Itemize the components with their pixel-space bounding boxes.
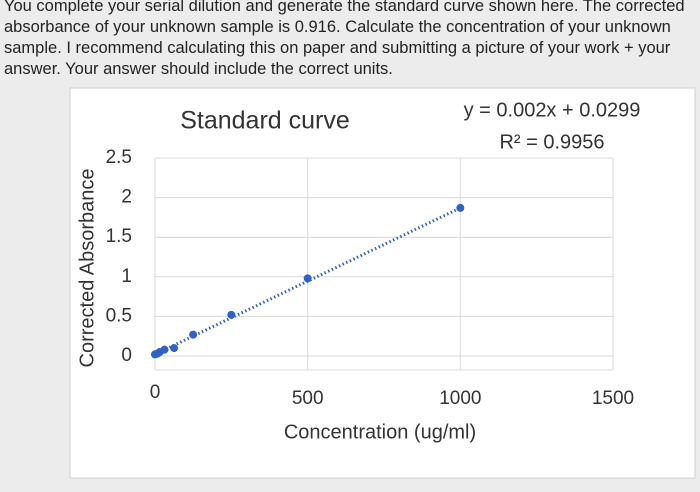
chart-title: Standard curve [180,107,350,135]
y-tick-label: 2.5 [106,147,132,168]
trendline-equation: y = 0.002x + 0.0299 [464,99,641,121]
x-tick-label: 1000 [439,388,481,409]
y-tick-label: 1.5 [106,226,132,247]
data-point [189,330,198,339]
chart-area [69,87,696,479]
y-tick-label: 1 [121,266,132,287]
y-axis-label: Corrected Absorbance [76,168,98,367]
data-point [170,344,179,353]
question-text: You complete your serial dilution and ge… [4,0,685,78]
x-axis-label: Concentration (ug/ml) [284,421,476,443]
r-squared: R² = 0.9956 [499,131,604,153]
data-point [456,203,465,212]
y-tick-label: 2 [121,187,132,208]
x-tick-label: 500 [292,388,324,409]
data-point [227,310,236,319]
data-point [303,274,312,283]
y-tick-label: 0.5 [106,305,132,326]
x-tick-label: 0 [150,382,161,403]
x-tick-label: 1500 [592,388,634,409]
data-point [160,345,169,354]
y-tick-label: 0 [121,345,132,366]
